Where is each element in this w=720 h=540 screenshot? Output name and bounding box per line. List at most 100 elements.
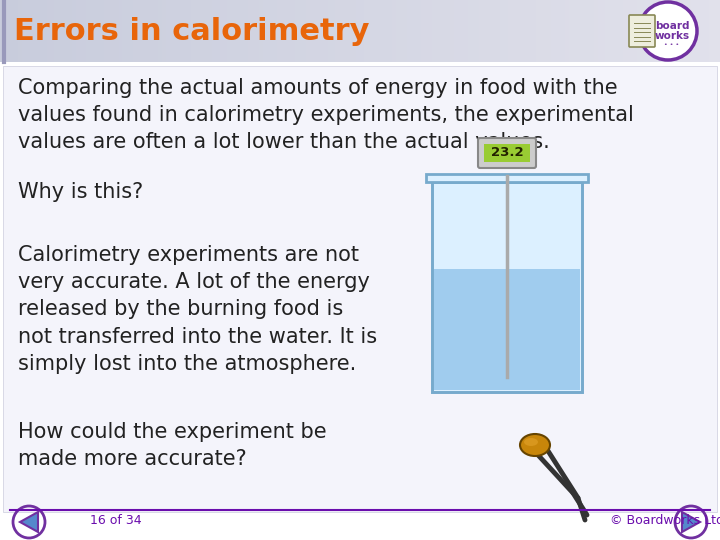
Bar: [389, 0, 393, 62]
Bar: [619, 0, 624, 62]
Bar: [173, 0, 177, 62]
Bar: [292, 0, 296, 62]
Bar: [324, 0, 328, 62]
FancyBboxPatch shape: [478, 138, 536, 168]
Bar: [209, 0, 213, 62]
Bar: [461, 0, 465, 62]
Bar: [436, 0, 440, 62]
Bar: [356, 0, 361, 62]
Bar: [180, 0, 184, 62]
Bar: [68, 0, 73, 62]
Bar: [576, 0, 580, 62]
Bar: [378, 0, 382, 62]
Bar: [288, 0, 292, 62]
Bar: [418, 0, 422, 62]
Bar: [302, 0, 307, 62]
Bar: [259, 0, 264, 62]
Bar: [590, 0, 595, 62]
Text: Calorimetry experiments are not
very accurate. A lot of the energy
released by t: Calorimetry experiments are not very acc…: [18, 245, 377, 374]
Bar: [565, 0, 570, 62]
Text: How could the experiment be
made more accurate?: How could the experiment be made more ac…: [18, 422, 327, 469]
Bar: [126, 0, 130, 62]
Text: works: works: [654, 31, 690, 41]
Bar: [54, 0, 58, 62]
Bar: [241, 0, 246, 62]
Bar: [536, 0, 541, 62]
Bar: [608, 0, 613, 62]
Bar: [594, 0, 598, 62]
Bar: [108, 0, 112, 62]
Bar: [554, 0, 559, 62]
Bar: [641, 0, 645, 62]
Bar: [32, 0, 37, 62]
Bar: [432, 0, 436, 62]
Bar: [400, 0, 404, 62]
Bar: [450, 0, 454, 62]
Bar: [187, 0, 192, 62]
Bar: [540, 0, 544, 62]
Bar: [454, 0, 458, 62]
Text: © Boardworks Ltd 2009: © Boardworks Ltd 2009: [610, 514, 720, 526]
Bar: [25, 0, 30, 62]
Polygon shape: [682, 512, 700, 532]
Bar: [234, 0, 238, 62]
Bar: [252, 0, 256, 62]
Bar: [313, 0, 318, 62]
Bar: [47, 0, 51, 62]
Bar: [434, 269, 580, 390]
Bar: [349, 0, 354, 62]
Bar: [484, 144, 530, 162]
Bar: [29, 0, 33, 62]
Bar: [392, 0, 397, 62]
Polygon shape: [20, 512, 38, 532]
Bar: [414, 0, 418, 62]
Bar: [227, 0, 231, 62]
Bar: [511, 0, 516, 62]
Bar: [497, 0, 501, 62]
Bar: [688, 0, 692, 62]
Bar: [526, 0, 530, 62]
Bar: [360, 0, 364, 62]
Bar: [547, 0, 552, 62]
Bar: [432, 182, 582, 392]
Bar: [713, 0, 717, 62]
Bar: [706, 0, 710, 62]
Ellipse shape: [520, 434, 550, 456]
Bar: [572, 0, 577, 62]
Bar: [184, 0, 188, 62]
Bar: [583, 0, 588, 62]
Bar: [677, 0, 681, 62]
Bar: [151, 0, 156, 62]
Bar: [61, 0, 66, 62]
Bar: [403, 0, 408, 62]
Bar: [382, 0, 386, 62]
Bar: [295, 0, 300, 62]
Bar: [148, 0, 152, 62]
Bar: [425, 0, 429, 62]
Bar: [169, 0, 174, 62]
Bar: [544, 0, 548, 62]
Bar: [202, 0, 206, 62]
Bar: [644, 0, 649, 62]
Bar: [320, 0, 325, 62]
Circle shape: [639, 2, 697, 60]
Bar: [601, 0, 606, 62]
Bar: [558, 0, 562, 62]
Bar: [306, 0, 310, 62]
Bar: [94, 0, 98, 62]
Bar: [342, 0, 346, 62]
Bar: [468, 0, 472, 62]
FancyBboxPatch shape: [629, 15, 655, 47]
Bar: [43, 0, 48, 62]
Bar: [670, 0, 674, 62]
Bar: [270, 0, 274, 62]
Bar: [464, 0, 469, 62]
Bar: [598, 0, 602, 62]
Bar: [475, 0, 480, 62]
Bar: [137, 0, 141, 62]
Bar: [155, 0, 159, 62]
Bar: [655, 0, 660, 62]
Bar: [346, 0, 350, 62]
Bar: [140, 0, 145, 62]
Bar: [698, 0, 703, 62]
